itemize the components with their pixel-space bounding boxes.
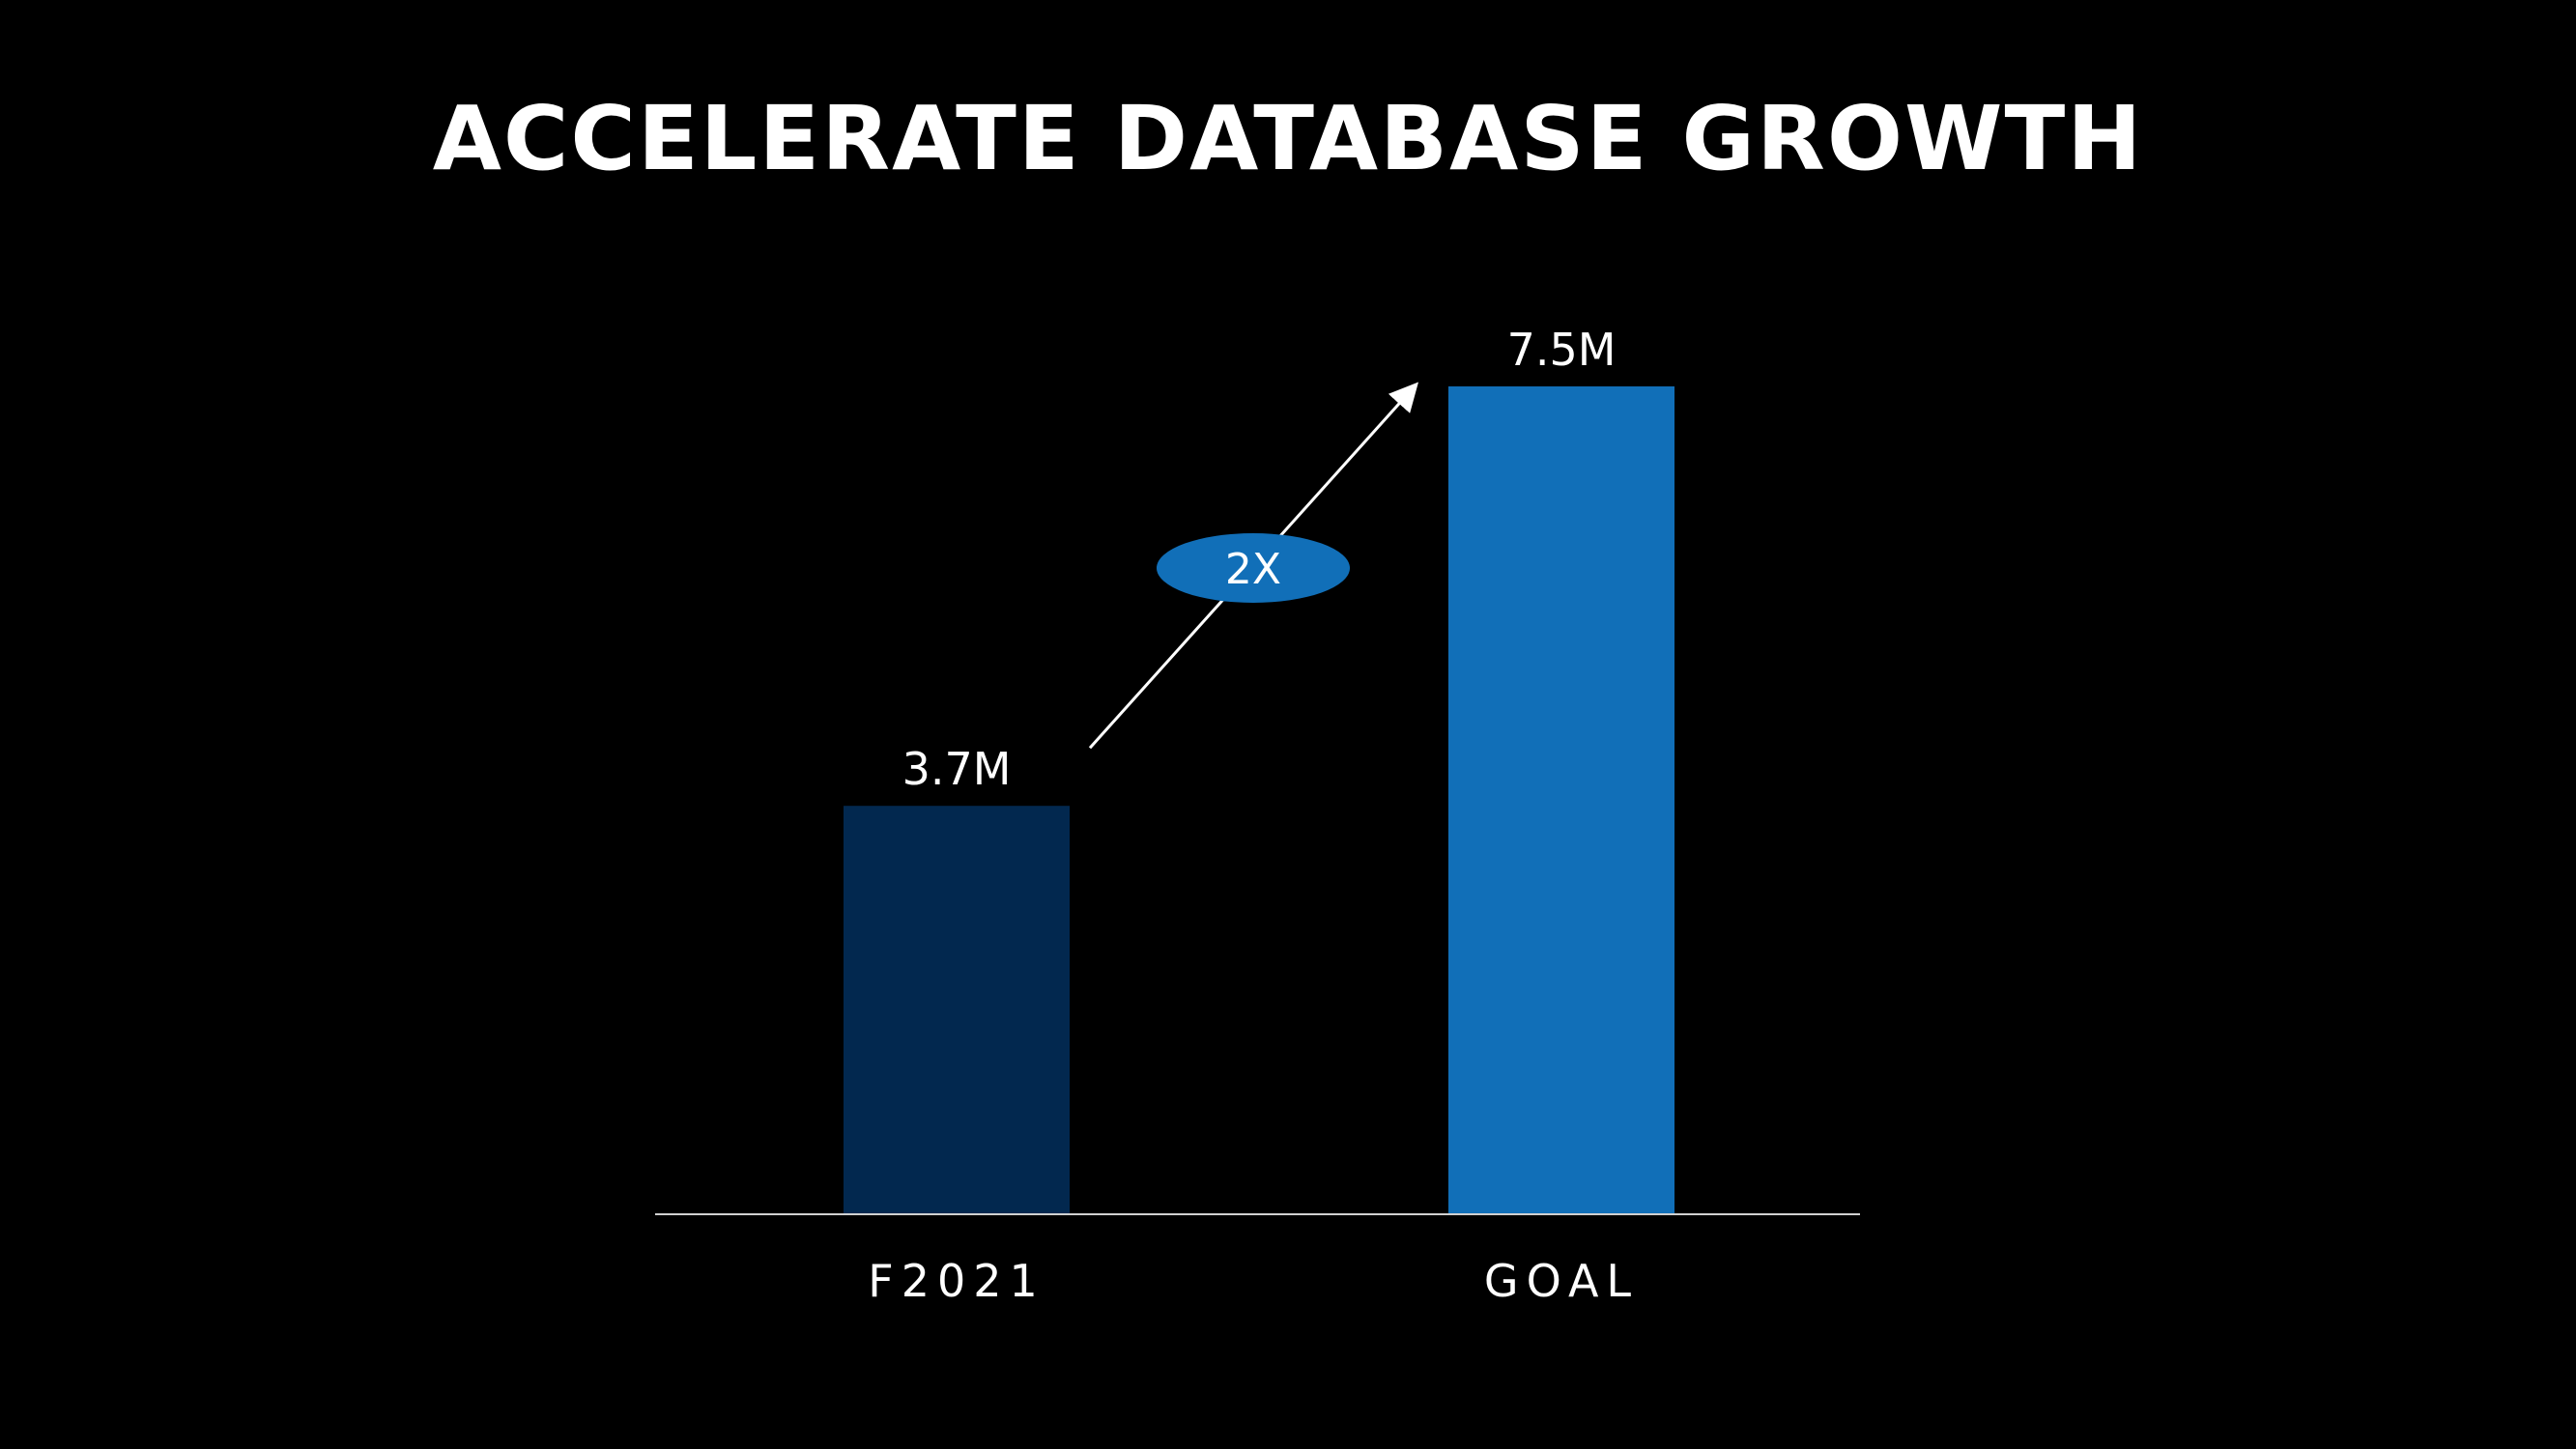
- bar-f2021: [844, 806, 1070, 1214]
- category-label-goal: GOAL: [1484, 1255, 1639, 1307]
- data-label-f2021: 3.7M: [902, 743, 1012, 795]
- data-label-goal: 7.5M: [1507, 324, 1617, 376]
- growth-badge: [1157, 533, 1350, 603]
- bar-goal: [1448, 386, 1674, 1214]
- slide-title: ACCELERATE DATABASE GROWTH: [432, 87, 2144, 190]
- category-label-f2021: F2021: [868, 1255, 1045, 1307]
- growth-badge-label: 2X: [1225, 545, 1281, 594]
